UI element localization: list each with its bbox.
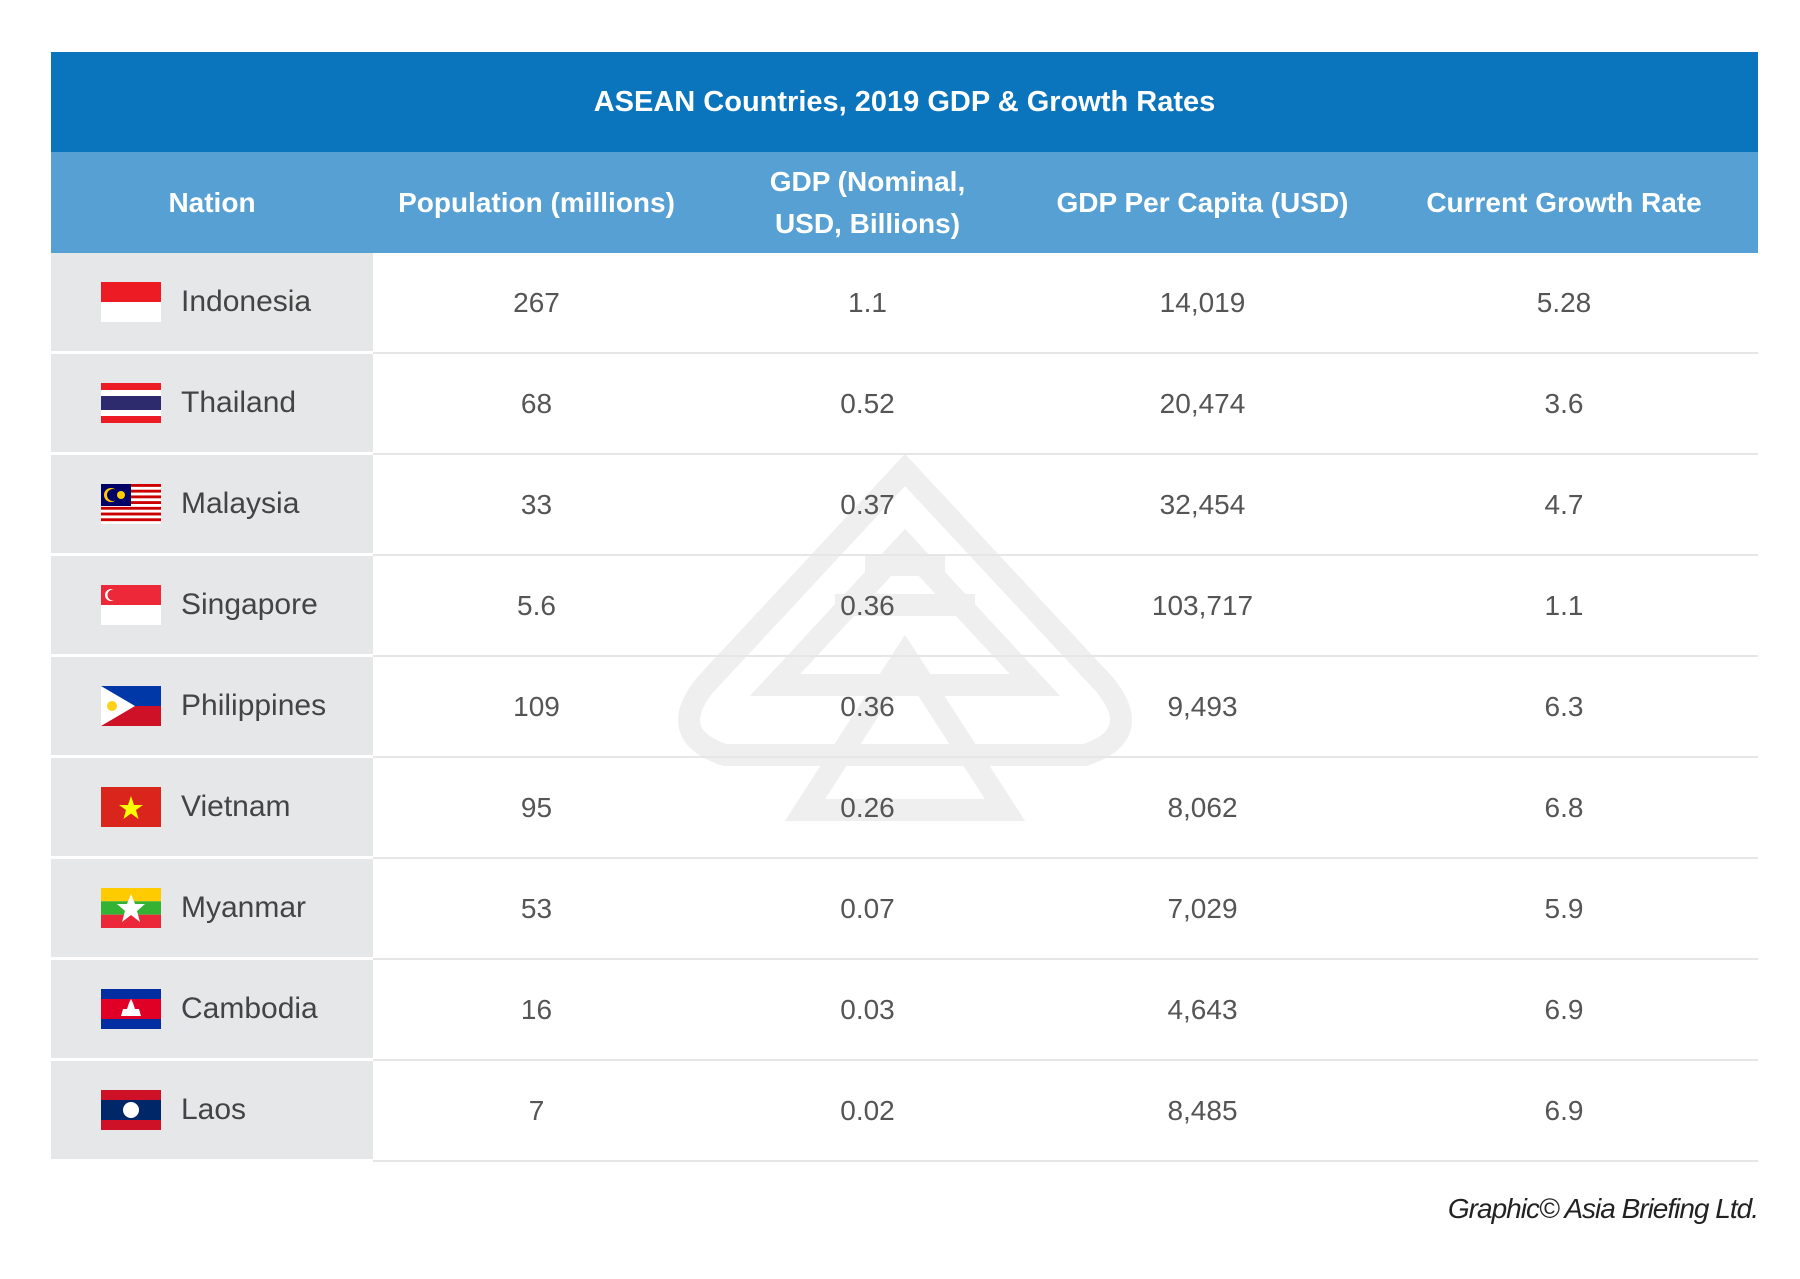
per-capita-cell: 4,643 [1035,960,1370,1061]
nation-name: Singapore [181,588,318,621]
population-cell: 5.6 [373,556,700,657]
nation-name: Vietnam [181,790,291,823]
nation-cell: Vietnam [51,758,373,859]
growth-cell: 1.1 [1370,556,1758,657]
cambodia-flag-icon [101,989,161,1029]
nation-cell: Philippines [51,657,373,758]
population-cell: 95 [373,758,700,859]
column-header-per-capita: GDP Per Capita (USD) [1056,186,1349,218]
table-row: Singapore 5.6 0.36 103,717 1.1 [51,556,1758,657]
indonesia-flag-icon [101,282,161,322]
per-capita-cell: 32,454 [1035,455,1370,556]
population-cell: 109 [373,657,700,758]
nation-name: Philippines [181,689,327,722]
per-capita-cell: 7,029 [1035,859,1370,960]
table-row: Vietnam 95 0.26 8,062 6.8 [51,758,1758,859]
gdp-cell: 1.1 [700,253,1035,354]
column-header-population: Population (millions) [398,186,675,218]
nation-cell: Malaysia [51,455,373,556]
gdp-cell: 0.36 [700,657,1035,758]
gdp-cell: 0.52 [700,354,1035,455]
per-capita-cell: 103,717 [1035,556,1370,657]
population-cell: 68 [373,354,700,455]
gdp-cell: 0.37 [700,455,1035,556]
column-header-gdp-label: GDP (Nominal, USD, Billions) [769,165,966,239]
population-cell: 33 [373,455,700,556]
gdp-cell: 0.07 [700,859,1035,960]
table-row: Indonesia 267 1.1 14,019 5.28 [51,253,1758,354]
population-cell: 7 [373,1061,700,1162]
malaysia-flag-icon [101,484,161,524]
nation-cell: Cambodia [51,960,373,1061]
column-header-nation: Nation [168,186,256,218]
population-cell: 267 [373,253,700,354]
column-header-gdp: GDP (Nominal, USD, Billions) [700,152,1035,253]
per-capita-cell: 8,485 [1035,1061,1370,1162]
nation-cell: Thailand [51,354,373,455]
gdp-cell: 0.36 [700,556,1035,657]
per-capita-cell: 8,062 [1035,758,1370,859]
growth-cell: 3.6 [1370,354,1758,455]
nation-name: Laos [181,1093,247,1126]
growth-cell: 5.9 [1370,859,1758,960]
nation-name: Myanmar [181,891,307,924]
table-row: Malaysia 33 0.37 32,454 4.7 [51,455,1758,556]
gdp-cell: 0.03 [700,960,1035,1061]
nation-cell: Myanmar [51,859,373,960]
table-row: Thailand 68 0.52 20,474 3.6 [51,354,1758,455]
growth-cell: 6.3 [1370,657,1758,758]
per-capita-cell: 20,474 [1035,354,1370,455]
gdp-table: ASEAN Countries, 2019 GDP & Growth Rates… [51,52,1758,1162]
nation-cell: Indonesia [51,253,373,354]
nation-cell: Laos [51,1061,373,1162]
per-capita-cell: 9,493 [1035,657,1370,758]
gdp-cell: 0.02 [700,1061,1035,1162]
thailand-flag-icon [101,383,161,423]
nation-name: Indonesia [181,285,312,318]
singapore-flag-icon [101,585,161,625]
per-capita-cell: 14,019 [1035,253,1370,354]
nation-name: Cambodia [181,992,318,1025]
table-row: Cambodia 16 0.03 4,643 6.9 [51,960,1758,1061]
population-cell: 16 [373,960,700,1061]
table-row: Laos 7 0.02 8,485 6.9 [51,1061,1758,1162]
column-header-growth: Current Growth Rate [1426,186,1702,218]
philippines-flag-icon [101,686,161,726]
nation-cell: Singapore [51,556,373,657]
growth-cell: 6.8 [1370,758,1758,859]
vietnam-flag-icon [101,787,161,827]
nation-name: Malaysia [181,487,300,520]
gdp-cell: 0.26 [700,758,1035,859]
growth-cell: 5.28 [1370,253,1758,354]
myanmar-flag-icon [101,888,161,928]
population-cell: 53 [373,859,700,960]
growth-cell: 4.7 [1370,455,1758,556]
growth-cell: 6.9 [1370,960,1758,1061]
table-header: Nation Population (millions) GDP (Nomina… [51,152,1758,253]
laos-flag-icon [101,1090,161,1130]
table-title: ASEAN Countries, 2019 GDP & Growth Rates [51,52,1758,152]
table-row: Myanmar 53 0.07 7,029 5.9 [51,859,1758,960]
credit-text: Graphic© Asia Briefing Ltd. [1447,1193,1759,1224]
nation-name: Thailand [181,386,297,419]
growth-cell: 6.9 [1370,1061,1758,1162]
table-row: Philippines 109 0.36 9,493 6.3 [51,657,1758,758]
